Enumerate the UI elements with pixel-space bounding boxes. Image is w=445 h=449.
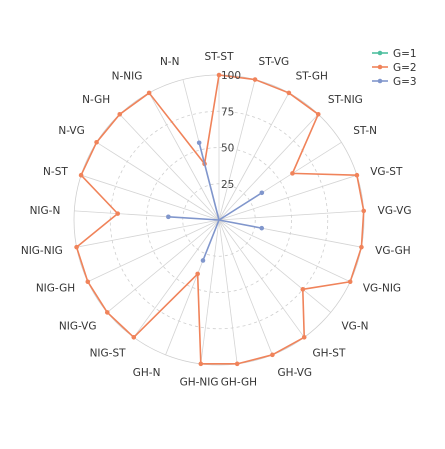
data-point [315,111,321,117]
radial-tick-label: 100 [221,70,241,82]
series-line-G=2 [75,74,365,365]
data-point [94,140,99,145]
data-point [347,279,353,285]
spoke-line [76,219,220,248]
data-point [259,190,265,196]
data-point [252,77,258,82]
radial-tick-label: 25 [221,179,234,191]
category-label: ST-ST [205,51,235,63]
category-label: VG-N [342,320,369,332]
data-point [198,361,204,367]
data-point [259,225,265,231]
category-label: N-VG [58,125,84,137]
data-point [85,279,91,285]
spoke-line [96,141,220,221]
data-point [286,90,292,96]
spoke-line [218,79,256,221]
category-label: ST-GH [296,71,328,83]
data-point [196,140,202,146]
data-point [131,335,137,340]
category-label: GH-ST [312,348,345,360]
category-label: GH-N [133,367,161,379]
category-label: N-N [160,56,180,68]
data-point [74,244,79,250]
data-point [104,310,110,315]
data-point [234,361,240,367]
category-label: NIG-NIG [21,245,63,257]
spoke-line [133,219,220,338]
grid-circle [109,110,329,330]
data-point [78,172,84,178]
category-label: NIG-N [30,205,61,217]
category-label: GH-VG [278,367,313,379]
category-label: NIG-ST [90,348,127,360]
spoke-line [80,174,220,221]
series-layer [74,72,367,367]
category-label: N-ST [43,166,68,178]
legend-label[interactable]: G=1 [393,48,417,60]
data-point [354,172,360,178]
data-point [359,244,364,250]
data-point [301,335,307,340]
data-point [290,171,295,176]
category-label: NIG-VG [59,320,97,332]
spoke-line [218,114,319,221]
category-label: GH-GH [221,377,257,389]
category-label: NIG-GH [36,283,75,295]
spoke-line [218,174,358,221]
data-point [300,287,306,292]
legend-label[interactable]: G=2 [393,62,417,74]
spoke-line [218,92,290,221]
category-label: ST-N [353,125,377,137]
category-label: ST-NIG [328,94,363,106]
category-label: VG-VG [378,205,412,217]
radial-tick-label: 50 [221,143,234,155]
category-label: GH-NIG [180,377,219,389]
category-label: VG-GH [375,245,411,257]
category-label: N-NIG [112,71,143,83]
grid-circle [146,147,292,293]
legend-marker [377,78,383,84]
data-point [361,208,367,214]
data-point [115,211,121,216]
grid-circle [182,183,256,257]
data-point [200,258,206,263]
data-point [117,111,123,117]
spoke-line [119,114,220,221]
legend-label[interactable]: G=3 [393,76,417,88]
legend-marker [377,50,383,56]
category-label: N-GH [82,94,110,106]
spoke-line [148,92,220,221]
data-point [270,352,275,358]
legend-marker [377,64,383,70]
data-point [146,90,152,96]
category-label: VG-ST [370,166,403,178]
radial-tick-label: 75 [221,106,234,118]
spoke-line [87,219,220,283]
data-point [195,271,200,277]
legend[interactable]: G=1 G=2 G=3 [372,48,417,88]
category-label: VG-NIG [363,283,401,295]
series-line-G=3 [167,141,263,262]
spoke-line [107,219,220,313]
data-point [216,72,222,78]
category-label: ST-VG [259,56,290,68]
data-point [166,214,171,220]
